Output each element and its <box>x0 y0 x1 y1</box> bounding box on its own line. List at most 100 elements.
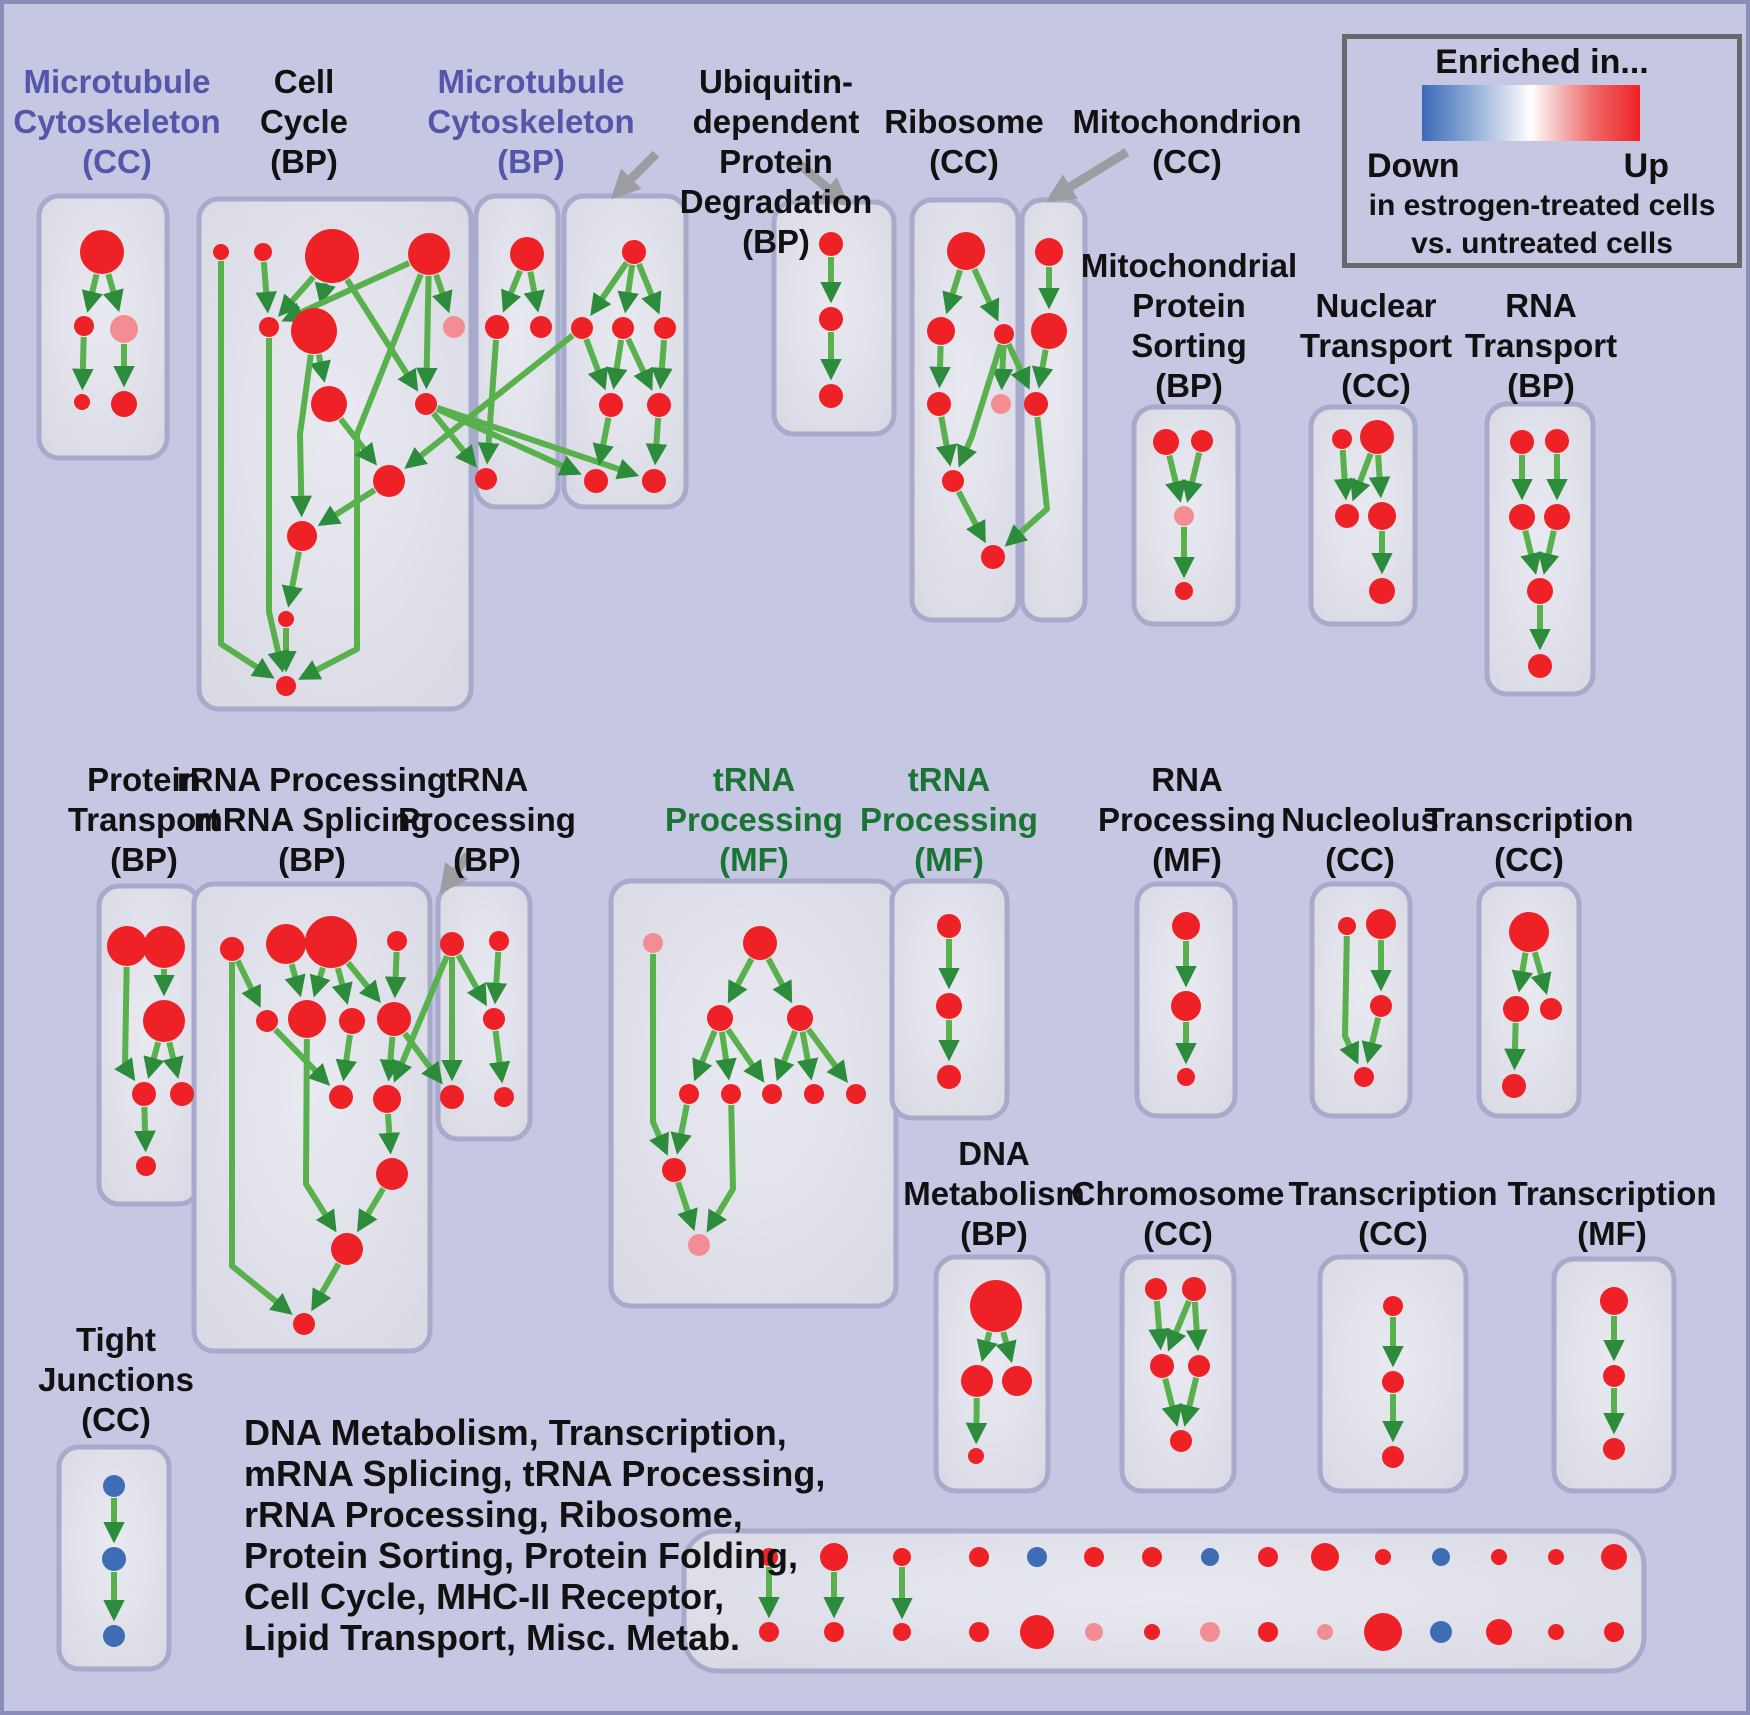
edge-n2-n3 <box>1350 452 1374 502</box>
edge-b4-b7 <box>432 273 453 314</box>
gene-node-y9b <box>1430 1621 1452 1643</box>
edge-u1e-u1h <box>645 417 668 466</box>
edge-g11-g12 <box>357 1187 386 1233</box>
gene-node-b11 <box>287 521 317 551</box>
gene-node-b13 <box>276 676 296 696</box>
gene-node-g12 <box>331 1233 363 1265</box>
gene-node-u1d <box>599 393 623 417</box>
gene-node-v3 <box>1382 1446 1404 1468</box>
gene-node-f6 <box>721 1084 741 1104</box>
gene-node-h4 <box>440 1085 464 1109</box>
gene-node-h2 <box>489 931 509 951</box>
chromosome-cluster-box <box>1119 1254 1237 1494</box>
edge-k2-k3 <box>1166 1299 1192 1352</box>
gene-node-g1 <box>220 937 244 961</box>
gene-node-s3 <box>1174 506 1194 526</box>
edge-u1b-u1d <box>606 339 628 390</box>
gene-node-x2 <box>1503 996 1529 1022</box>
gene-node-y5t <box>1201 1548 1219 1566</box>
gray-pointer-arrow-2 <box>796 160 850 207</box>
gene-node-y12t <box>1601 1544 1627 1570</box>
gene-node-y8t <box>1375 1549 1391 1565</box>
gene-node-m3 <box>1024 392 1048 416</box>
gene-node-u1h <box>642 469 666 493</box>
gene-node-g10 <box>373 1085 401 1113</box>
edge-f6-f11 <box>706 1104 736 1233</box>
legend-subtitle-2: vs. untreated cells <box>1411 227 1673 260</box>
gene-node-c4 <box>475 468 497 490</box>
edge-c1-c3 <box>523 271 545 313</box>
gene-node-t1 <box>1510 430 1534 454</box>
edge-o1-o4 <box>1339 935 1359 1065</box>
edge-b6-b8 <box>309 353 331 383</box>
edge-d2-d4 <box>965 1397 988 1445</box>
gene-node-u1e <box>647 393 671 417</box>
gene-node-f1 <box>643 933 663 953</box>
edge-g6-g12 <box>303 1038 337 1233</box>
edge-g5-g9 <box>273 1027 331 1086</box>
gene-node-q2 <box>1171 991 1201 1021</box>
gene-node-z3t <box>893 1548 911 1566</box>
edge-m3-r7 <box>1004 416 1050 547</box>
gene-node-a2 <box>74 316 94 336</box>
edge-t3-t5 <box>1520 529 1542 575</box>
misc-clusters-annotation: DNA Metabolism, Transcription, mRNA Spli… <box>244 1412 826 1658</box>
gene-node-f4 <box>787 1005 813 1031</box>
edge-k1-k3 <box>1148 1300 1170 1351</box>
edge-b11-b12 <box>281 551 303 608</box>
edge-u1t-u1b <box>617 264 639 314</box>
gene-node-t3 <box>1509 504 1535 530</box>
gene-node-n3 <box>1335 504 1359 528</box>
edge-g3-g7 <box>331 967 353 1005</box>
edge-r3-r5 <box>991 344 1014 391</box>
gene-node-f2 <box>743 926 777 960</box>
gene-node-o2 <box>1366 909 1396 939</box>
gene-node-g13 <box>293 1313 315 1335</box>
gene-node-r4 <box>927 392 951 416</box>
gene-node-a5 <box>111 391 137 417</box>
edge-x1-x3 <box>1530 951 1552 995</box>
gene-node-t2 <box>1545 429 1569 453</box>
gene-node-a1 <box>80 230 124 274</box>
edge-f4-f8 <box>797 1031 819 1081</box>
edge-d1-d3 <box>995 1331 1017 1364</box>
gene-node-e3 <box>937 1065 961 1089</box>
gene-node-y11t <box>1548 1549 1564 1565</box>
edge-r2-r4 <box>929 345 951 389</box>
edge-m2-m3 <box>1031 349 1054 389</box>
edge-g2-g6 <box>284 963 306 998</box>
gene-node-y10t <box>1491 1549 1507 1565</box>
gene-node-x3 <box>1540 998 1562 1020</box>
gene-node-g7 <box>339 1008 365 1034</box>
gene-node-p1 <box>107 926 147 966</box>
gene-node-v1 <box>1383 1296 1403 1316</box>
legend-gradient-bar <box>1422 85 1640 141</box>
gene-node-r6 <box>942 470 964 492</box>
gene-node-y3t <box>1084 1547 1104 1567</box>
gene-node-y4t <box>1142 1547 1162 1567</box>
edge-g4-g8 <box>384 951 407 999</box>
gene-node-z2t <box>820 1543 848 1571</box>
gene-node-h1 <box>440 932 464 956</box>
gene-node-f9 <box>846 1084 866 1104</box>
gray-pointer-arrow-1 <box>610 150 660 200</box>
gene-node-c1 <box>510 237 544 271</box>
edge-f2-f4 <box>765 957 793 1004</box>
gene-node-v2 <box>1382 1371 1404 1393</box>
edge-r6-r7 <box>955 490 986 544</box>
gene-node-b10 <box>373 465 405 497</box>
gene-node-g4 <box>387 931 407 951</box>
enrichment-network-figure <box>36 148 1677 1674</box>
edge-g10-g11 <box>378 1113 401 1155</box>
gene-node-p6 <box>136 1156 156 1176</box>
edge-b4-b13 <box>298 273 424 680</box>
edge-b9-c4 <box>431 411 477 468</box>
gene-node-g2 <box>266 924 306 964</box>
gene-node-y7b <box>1317 1624 1333 1640</box>
gene-node-q1 <box>1172 912 1200 940</box>
edge-r1-r2 <box>942 269 964 315</box>
edge-f4-f9 <box>805 1027 848 1084</box>
gene-node-o4 <box>1354 1067 1374 1087</box>
edge-r3-m3 <box>1005 342 1031 390</box>
edge-c2-c4 <box>477 339 500 465</box>
